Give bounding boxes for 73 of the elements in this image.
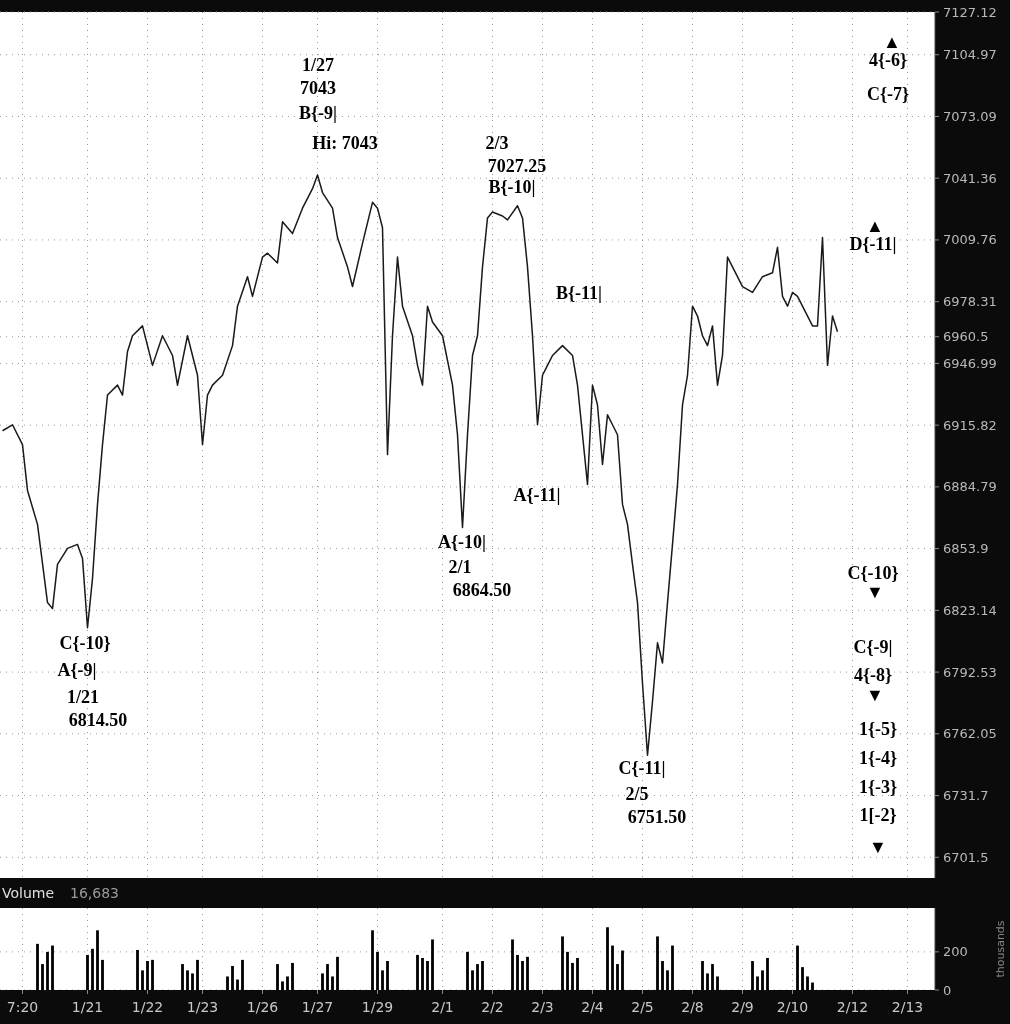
x-tick-label: 2/8 — [681, 999, 704, 1015]
y-axis-title: thousands — [994, 920, 1007, 978]
annotation: B{-11| — [555, 283, 603, 304]
y-tick-label: 6701.5 — [943, 849, 989, 865]
annotation: 2/5 — [625, 784, 649, 805]
annotation: C{-10} — [59, 633, 111, 654]
y-tick-label: 6960.5 — [943, 329, 989, 345]
annotation: C{-10} — [847, 563, 899, 584]
x-tick-label: 2/9 — [731, 999, 754, 1015]
annotation: 1/21 — [66, 687, 100, 708]
annotation: 6751.50 — [627, 807, 687, 828]
x-tick-label: 2/3 — [531, 999, 554, 1015]
annotation: 2/3 — [485, 133, 509, 154]
annotation: A{-9| — [57, 660, 97, 681]
y-tick-label: 6823.14 — [943, 602, 997, 618]
annotation: 1{-5} — [858, 719, 898, 740]
annotation: 1/27 — [301, 55, 335, 76]
x-tick-label: 1/22 — [131, 999, 164, 1015]
annotation: 1[-2} — [859, 805, 897, 826]
y-tick-label: 7104.97 — [943, 47, 997, 63]
y-tick-label: 7127.12 — [943, 4, 997, 20]
y-tick-label: 0 — [943, 982, 952, 998]
annotation: C{-11| — [618, 758, 666, 779]
y-tick-label: 6884.79 — [943, 479, 997, 495]
x-tick-label: 2/4 — [581, 999, 604, 1015]
y-tick-label: 200 — [943, 944, 968, 960]
annotation: Hi: 7043 — [312, 133, 378, 154]
x-tick-label: 7:20 — [6, 999, 39, 1015]
line-series — [1, 174, 839, 756]
y-tick-label: 6731.7 — [943, 788, 989, 804]
annotation: ▼ — [866, 685, 884, 706]
y-tick-label: 6792.53 — [943, 664, 997, 680]
y-tick-label: 6762.05 — [943, 726, 997, 742]
x-tick-label: 1/26 — [246, 999, 279, 1015]
x-tick-label: 2/5 — [631, 999, 654, 1015]
text: 16,683 — [70, 885, 119, 901]
annotation: ▼ — [866, 582, 884, 603]
x-tick-label: 2/2 — [481, 999, 504, 1015]
annotation: D{-11| — [849, 234, 897, 255]
annotation: ▼ — [869, 837, 887, 858]
annotation: 7027.25 — [487, 156, 547, 177]
y-tick-label: 7041.36 — [943, 170, 997, 186]
annotation: 2/1 — [448, 557, 472, 578]
annotation: ▲ — [883, 32, 901, 53]
annotation: 6814.50 — [68, 710, 128, 731]
annotation: B{-10| — [488, 177, 536, 198]
annotation: 1{-4} — [858, 748, 898, 769]
annotation: 6864.50 — [452, 580, 512, 601]
x-tick-label: 1/23 — [186, 999, 219, 1015]
annotation: 7043 — [300, 78, 336, 99]
x-tick-label: 1/27 — [301, 999, 334, 1015]
x-tick-label: 2/13 — [891, 999, 924, 1015]
x-tick-label: 2/12 — [836, 999, 869, 1015]
y-tick-label: 7073.09 — [943, 109, 997, 125]
annotation: C{-9| — [853, 637, 893, 658]
annotation: A{-11| — [513, 485, 561, 506]
annotation: C{-7} — [866, 84, 910, 105]
annotation: ▲ — [866, 216, 884, 237]
chart-title: Volume — [2, 885, 55, 901]
x-tick-label: 1/21 — [71, 999, 104, 1015]
x-tick-label: 2/1 — [431, 999, 454, 1015]
annotation: B{-9| — [298, 103, 338, 124]
annotation: 1{-3} — [858, 777, 898, 798]
y-tick-label: 7009.76 — [943, 232, 997, 248]
y-tick-label: 6946.99 — [943, 355, 997, 371]
y-tick-label: 6915.82 — [943, 417, 997, 433]
annotation: 4{-8} — [853, 665, 893, 686]
x-tick-label: 2/10 — [776, 999, 809, 1015]
y-tick-label: 6978.31 — [943, 294, 997, 310]
y-tick-label: 6853.9 — [943, 541, 989, 557]
annotation: 4{-6} — [868, 50, 908, 71]
x-tick-label: 1/29 — [361, 999, 394, 1015]
annotation: A{-10| — [437, 532, 487, 553]
